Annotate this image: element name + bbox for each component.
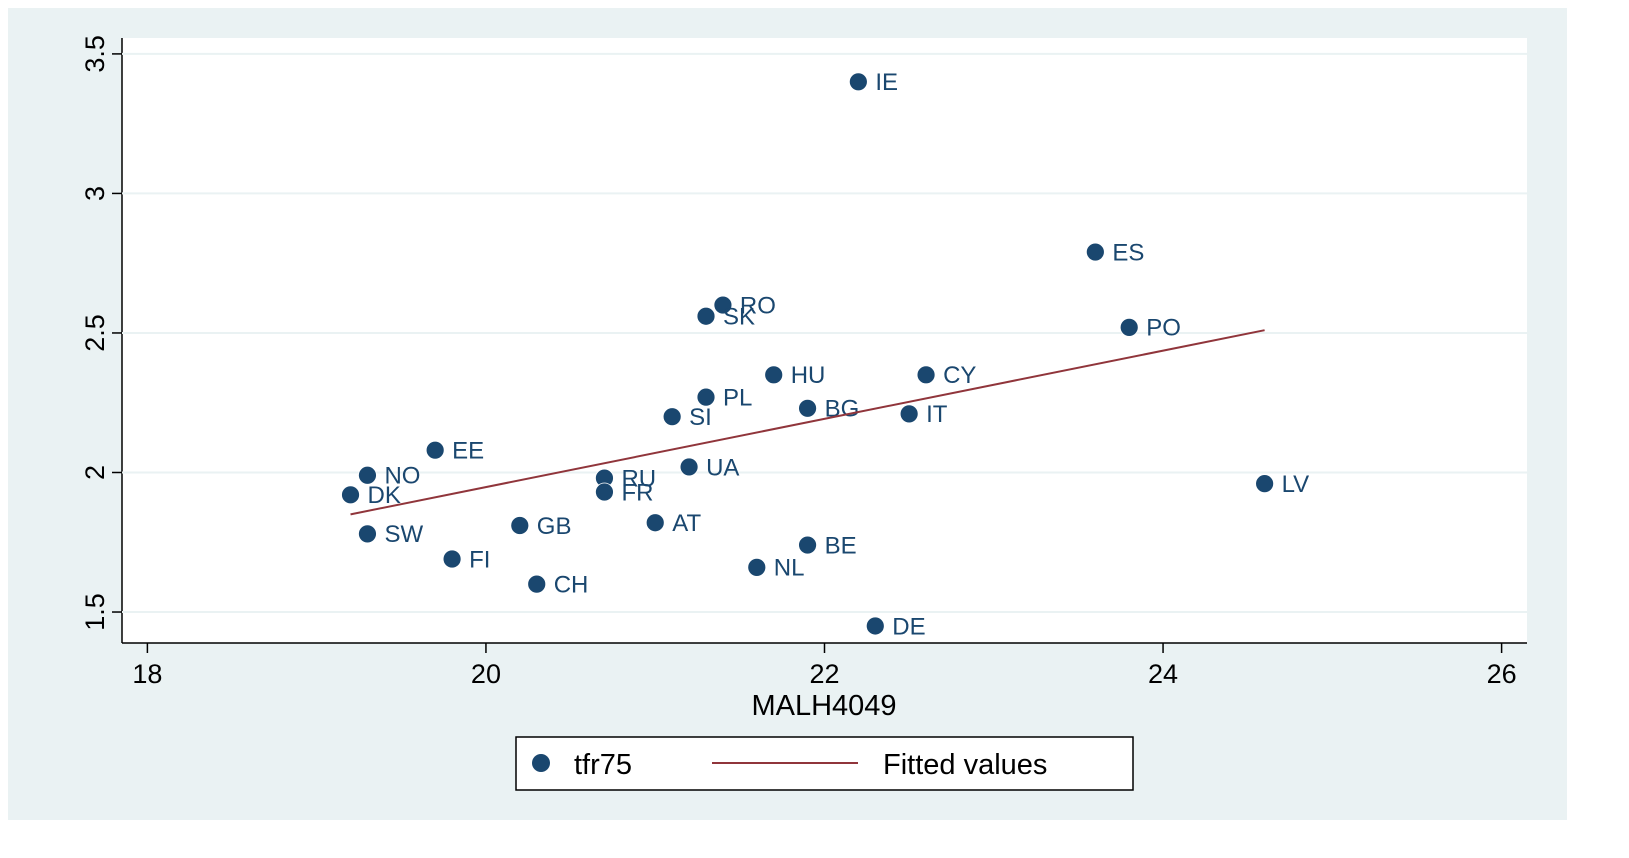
- point-label: UA: [706, 454, 739, 481]
- y-tick-label: 3: [80, 186, 110, 201]
- legend-label: Fitted values: [883, 749, 1047, 781]
- x-tick-label: 24: [1148, 659, 1178, 689]
- point: [713, 295, 733, 315]
- point: [798, 535, 817, 555]
- point: [696, 306, 716, 326]
- point-label: LV: [1282, 471, 1310, 498]
- point-label: CH: [554, 571, 589, 598]
- legend-marker: [532, 754, 550, 772]
- point: [865, 616, 885, 636]
- point: [679, 457, 699, 477]
- point: [1085, 242, 1105, 262]
- point-label: AT: [672, 510, 701, 537]
- plot-area: [122, 38, 1527, 643]
- point: [916, 365, 936, 385]
- point: [696, 387, 716, 407]
- point-label: SK: [723, 304, 755, 331]
- point: [425, 440, 445, 460]
- point-label: CY: [943, 362, 976, 389]
- point-label: PL: [723, 384, 752, 411]
- point-label: PO: [1146, 315, 1181, 342]
- point: [848, 72, 868, 92]
- fit-line: [350, 329, 1265, 516]
- x-tick-label: 26: [1487, 659, 1517, 689]
- x-tick-label: 22: [809, 659, 839, 689]
- y-tick-label: 2.5: [80, 314, 110, 352]
- point-label: NL: [774, 555, 805, 582]
- point-label: EE: [452, 438, 484, 465]
- point: [510, 516, 530, 535]
- y-tick-label: 1.5: [80, 593, 110, 631]
- point-label: SW: [384, 521, 423, 548]
- point: [747, 557, 767, 577]
- point-label: RU: [621, 465, 656, 492]
- point: [442, 549, 462, 569]
- point: [527, 574, 547, 594]
- point-label: FR: [621, 479, 653, 506]
- point: [899, 404, 919, 424]
- x-axis-label: MALH4049: [751, 690, 896, 722]
- point-label: IT: [926, 401, 948, 428]
- legend-label: tfr75: [574, 749, 632, 781]
- point: [1255, 474, 1275, 494]
- x-tick-label: 20: [471, 659, 501, 689]
- point: [358, 524, 377, 544]
- point: [358, 465, 377, 485]
- point: [645, 513, 665, 533]
- point: [595, 482, 614, 502]
- point-label: GB: [537, 513, 572, 540]
- point-label: FI: [469, 546, 490, 573]
- point-label: SI: [689, 404, 712, 431]
- point: [341, 485, 360, 505]
- point-label: RO: [740, 292, 776, 319]
- point-label: ES: [1112, 239, 1144, 266]
- y-tick-label: 2: [80, 465, 110, 480]
- point: [662, 407, 682, 427]
- point-label: IE: [875, 69, 898, 96]
- point: [764, 365, 784, 385]
- point-label: NO: [384, 463, 420, 490]
- point-label: HU: [791, 362, 826, 389]
- point: [798, 398, 817, 418]
- x-tick-label: 18: [132, 659, 162, 689]
- point-label: BE: [825, 532, 857, 559]
- y-tick-label: 3.5: [80, 35, 110, 73]
- point-label: DE: [892, 613, 925, 640]
- point: [1119, 317, 1139, 337]
